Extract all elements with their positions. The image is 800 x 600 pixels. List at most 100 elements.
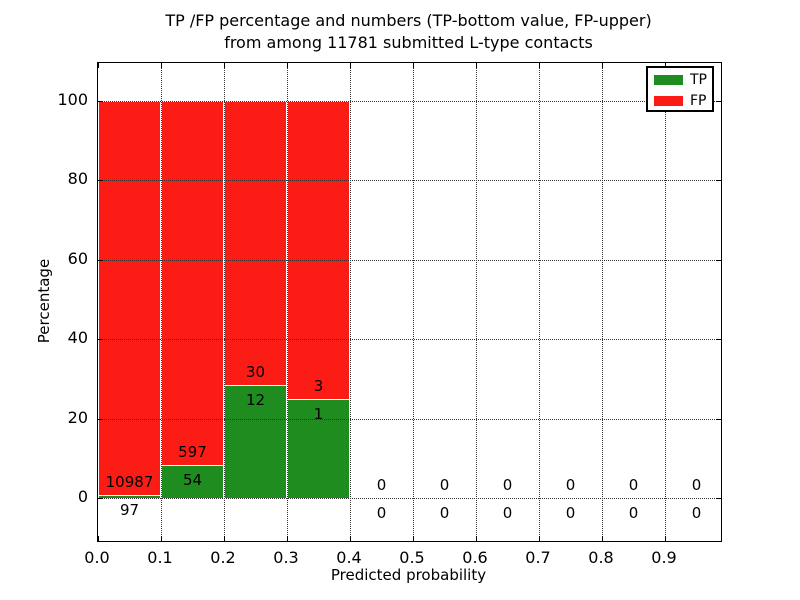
v-gridline: [287, 63, 288, 541]
y-tick-mark: [98, 418, 103, 420]
y-tick-mark-right: [716, 339, 721, 341]
bar-label-fp: 0: [565, 476, 576, 494]
bar-label-fp: 10987: [105, 472, 154, 491]
plot-area: 10987 97 597 54 30 12 3 1 0 0 0 0 0 0 0 0 0 0 0 0: [97, 62, 722, 542]
y-tick-mark: [98, 101, 103, 102]
bar-label-tp: 0: [628, 504, 639, 522]
h-gridline: [98, 259, 721, 261]
chart-title-line1: TP /FP percentage and numbers (TP-bottom…: [165, 11, 652, 30]
x-tick-label: 0.9: [651, 548, 677, 567]
x-tick-mark: [476, 536, 477, 541]
bar-label-tp: 1: [313, 404, 324, 423]
v-gridline: [350, 63, 351, 541]
v-gridline: [161, 63, 162, 541]
tp-color-swatch: [654, 74, 683, 85]
bar-label-fp: 0: [439, 476, 450, 494]
x-tick-label: 0.0: [84, 548, 110, 567]
h-gridline: [98, 418, 721, 420]
y-tick-mark-right: [716, 101, 721, 102]
legend-entry-tp: TP: [654, 70, 708, 89]
x-tick-label: 0.8: [588, 548, 614, 567]
y-tick-label: 60: [67, 248, 88, 268]
fp-color-swatch: [654, 95, 683, 106]
x-tick-mark-top: [287, 63, 288, 68]
bar-label-fp: 0: [691, 476, 702, 494]
y-tick-mark: [98, 259, 103, 261]
x-tick-mark-top: [602, 63, 603, 68]
chart-title-line2: from among 11781 submitted L-type contac…: [224, 33, 593, 52]
x-tick-mark: [539, 536, 540, 541]
y-tick-mark-right: [716, 418, 721, 420]
bar-label-fp: 597: [178, 443, 207, 462]
y-tick-label: 80: [67, 169, 88, 189]
y-tick-label: 20: [67, 407, 88, 427]
x-tick-label: 0.2: [210, 548, 236, 567]
y-axis-label: Percentage: [35, 258, 53, 344]
bar-label-fp: 30: [245, 362, 266, 381]
x-tick-mark: [161, 536, 162, 541]
y-tick-label: 0: [77, 487, 88, 506]
bar-segment-tp: [98, 494, 161, 498]
x-tick-mark: [665, 536, 666, 541]
bar-label-tp: 0: [691, 504, 702, 522]
x-tick-mark-top: [161, 63, 162, 68]
x-tick-mark-top: [98, 63, 99, 68]
bar-label-tp: 97: [119, 500, 140, 519]
v-gridline: [539, 63, 540, 541]
x-tick-mark: [413, 536, 414, 541]
v-gridline: [602, 63, 603, 541]
y-tick-mark: [98, 498, 103, 499]
bar-label-fp: 0: [376, 476, 387, 494]
x-tick-label: 0.7: [525, 548, 551, 567]
y-tick-mark-right: [716, 259, 721, 261]
x-tick-mark: [350, 536, 351, 541]
h-gridline: [98, 101, 721, 102]
x-tick-mark-top: [476, 63, 477, 68]
bar-label-tp: 0: [502, 504, 513, 522]
bar-label-fp: 0: [628, 476, 639, 494]
y-tick-label: 100: [57, 90, 88, 109]
chart-title: TP /FP percentage and numbers (TP-bottom…: [97, 10, 720, 54]
bar-segment-tp: [287, 398, 350, 498]
y-tick-label: 40: [67, 328, 88, 348]
legend-label-tp: TP: [690, 71, 707, 88]
v-gridline: [476, 63, 477, 541]
legend-entry-fp: FP: [654, 91, 708, 110]
v-gridline: [665, 63, 666, 541]
bar-segment-tp: [161, 465, 224, 498]
x-tick-mark: [287, 536, 288, 541]
h-gridline: [98, 180, 721, 182]
x-axis-label: Predicted probability: [330, 566, 487, 584]
x-tick-mark-top: [665, 63, 666, 68]
y-tick-mark: [98, 339, 103, 341]
bar-label-tp: 54: [182, 471, 203, 490]
legend-label-fp: FP: [690, 92, 707, 109]
h-gridline: [98, 339, 721, 341]
y-tick-mark-right: [716, 180, 721, 182]
x-tick-label: 0.6: [462, 548, 488, 567]
x-tick-mark-top: [350, 63, 351, 68]
bar-label-fp: 3: [313, 376, 324, 395]
bar-segment-fp: [287, 101, 350, 399]
v-gridline: [224, 63, 225, 541]
x-tick-label: 0.3: [273, 548, 299, 567]
x-tick-label: 0.5: [399, 548, 425, 567]
x-tick-label: 0.4: [336, 548, 362, 567]
bar-label-tp: 12: [245, 390, 266, 409]
x-tick-mark: [224, 536, 225, 541]
bar-segment-fp: [161, 101, 224, 466]
x-tick-mark-top: [413, 63, 414, 68]
bar-segment-fp: [98, 101, 161, 495]
h-gridline: [98, 498, 721, 499]
y-tick-mark-right: [716, 498, 721, 499]
x-tick-mark: [602, 536, 603, 541]
x-tick-mark: [98, 536, 99, 541]
bar-label-fp: 0: [502, 476, 513, 494]
x-tick-mark-top: [224, 63, 225, 68]
bar-label-tp: 0: [439, 504, 450, 522]
x-tick-label: 0.1: [147, 548, 173, 567]
x-tick-mark-top: [539, 63, 540, 68]
bar-label-tp: 0: [565, 504, 576, 522]
legend-box: TP FP: [646, 66, 714, 112]
